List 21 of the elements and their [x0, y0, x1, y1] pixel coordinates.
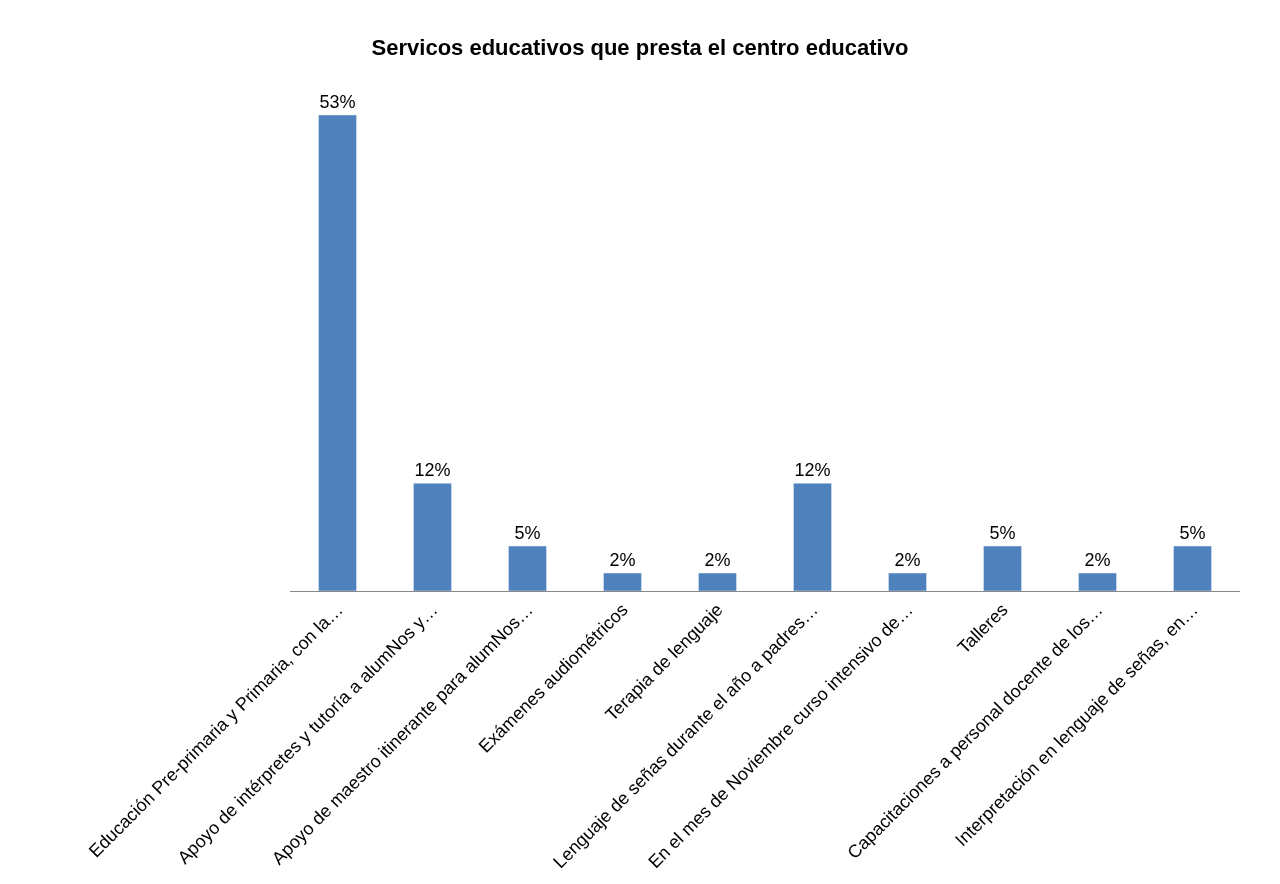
- bar: [983, 545, 1022, 591]
- bar: [1078, 572, 1117, 591]
- data-label: 2%: [704, 550, 731, 571]
- bar: [603, 572, 642, 591]
- data-label: 2%: [609, 550, 636, 571]
- bar: [888, 572, 927, 591]
- data-label: 5%: [514, 523, 541, 544]
- bar: [318, 114, 357, 591]
- bar: [793, 482, 832, 591]
- data-label: 2%: [894, 550, 921, 571]
- bar: [1173, 545, 1212, 591]
- bar: [698, 572, 737, 591]
- data-label: 53%: [319, 92, 356, 113]
- chart-title: Servicos educativos que presta el centro educativo: [371, 35, 909, 61]
- data-label: 5%: [989, 523, 1016, 544]
- data-label: 5%: [1179, 523, 1206, 544]
- data-label: 2%: [1084, 550, 1111, 571]
- data-label: 12%: [794, 460, 831, 481]
- bar: [508, 545, 547, 591]
- data-label: 12%: [414, 460, 451, 481]
- bar: [413, 482, 452, 591]
